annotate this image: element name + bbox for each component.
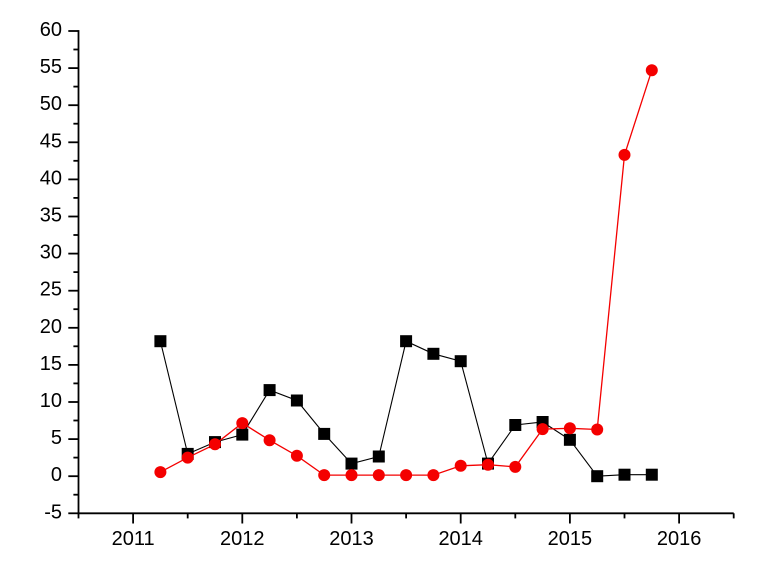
svg-text:0: 0 [51, 464, 62, 486]
svg-text:25: 25 [40, 279, 62, 301]
svg-text:-5: -5 [44, 501, 62, 523]
svg-text:35: 35 [40, 205, 62, 227]
svg-text:2013: 2013 [329, 528, 374, 550]
svg-text:40: 40 [40, 167, 62, 189]
svg-text:15: 15 [40, 353, 62, 375]
svg-text:50: 50 [40, 93, 62, 115]
svg-text:20: 20 [40, 316, 62, 338]
svg-text:2012: 2012 [220, 528, 265, 550]
svg-text:55: 55 [40, 56, 62, 78]
svg-text:2016: 2016 [657, 528, 702, 550]
svg-text:45: 45 [40, 130, 62, 152]
svg-text:30: 30 [40, 242, 62, 264]
svg-text:60: 60 [40, 19, 62, 41]
svg-text:10: 10 [40, 390, 62, 412]
svg-text:2011: 2011 [112, 528, 155, 550]
svg-text:2014: 2014 [438, 528, 483, 550]
svg-text:5: 5 [51, 427, 62, 449]
svg-text:2015: 2015 [548, 528, 593, 550]
